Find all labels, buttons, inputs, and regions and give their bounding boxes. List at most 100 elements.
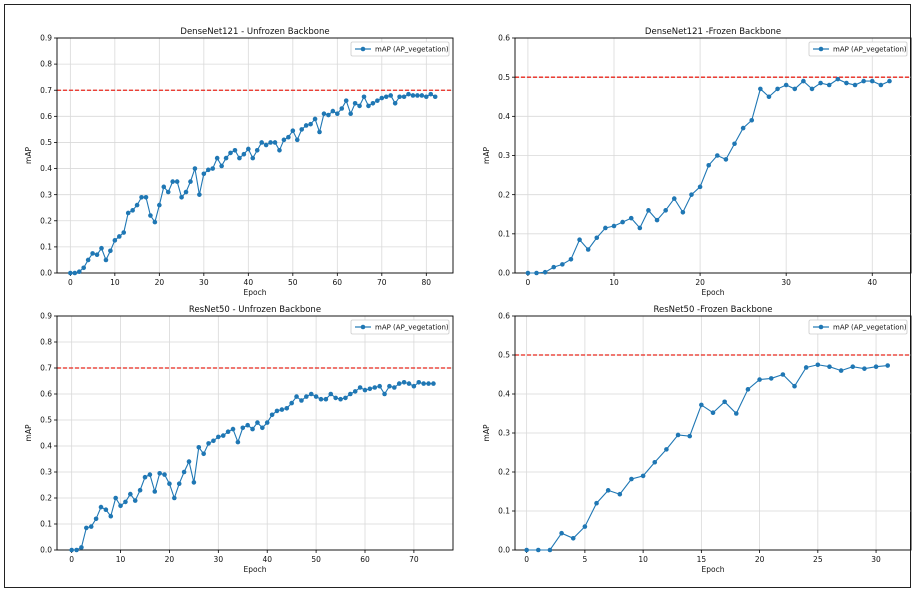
data-point [308, 391, 314, 397]
data-point [220, 433, 226, 438]
y-tick-label: 0.6 [40, 112, 52, 121]
data-point [321, 111, 327, 117]
data-point [289, 400, 294, 406]
data-point [397, 94, 402, 100]
data-point [74, 547, 79, 553]
data-point [862, 366, 867, 371]
x-tick-label: 40 [867, 278, 877, 287]
data-point [850, 364, 856, 370]
data-point [379, 95, 385, 101]
data-point [125, 210, 131, 216]
chart-figure: 0 10 20 30 40 50 60 70 800.00.10.20.30.40.50.60.… [24, 27, 912, 574]
y-axis-label: mAP [482, 147, 491, 164]
data-point [123, 499, 128, 505]
data-point [279, 407, 285, 412]
y-tick-label: 0.2 [40, 494, 52, 503]
x-tick-label: 30 [199, 278, 209, 287]
data-point [524, 547, 529, 553]
data-point [715, 153, 720, 158]
data-point [174, 179, 180, 184]
data-point [844, 80, 849, 86]
data-point [551, 264, 557, 270]
data-point [179, 194, 184, 200]
data-point [197, 192, 202, 197]
series-line [70, 93, 436, 274]
data-point [388, 93, 394, 98]
data-point [201, 171, 207, 177]
data-point [706, 162, 711, 168]
data-point [560, 262, 565, 267]
y-tick-label: 0.3 [498, 429, 510, 438]
data-point [603, 225, 608, 231]
data-point [401, 94, 407, 100]
data-point [680, 209, 686, 215]
data-point [328, 391, 334, 397]
y-tick-label: 0.5 [40, 138, 52, 147]
data-point [392, 385, 397, 390]
data-point [272, 140, 278, 145]
data-point [620, 219, 625, 225]
y-axis-label: mAP [482, 424, 491, 441]
y-tick-label: 0.4 [498, 112, 510, 121]
data-point [611, 223, 617, 229]
data-point [294, 394, 299, 399]
data-point [352, 100, 358, 106]
data-point [426, 381, 431, 386]
data-point [284, 406, 290, 411]
data-point [161, 184, 167, 190]
data-point [547, 547, 553, 553]
data-point [69, 547, 74, 553]
data-point [749, 117, 755, 123]
chart-title: DenseNet121 - Unfrozen Backbone [180, 27, 329, 37]
data-point [103, 257, 109, 263]
data-point [689, 192, 694, 197]
x-axis-label: Epoch [244, 565, 267, 574]
data-point [165, 189, 171, 195]
data-point [303, 123, 309, 128]
data-point [116, 234, 122, 239]
data-point [112, 238, 118, 243]
data-point [361, 94, 367, 100]
x-tick-label: 20 [155, 278, 165, 287]
data-point [79, 545, 84, 550]
y-tick-label: 0.6 [40, 390, 52, 399]
x-tick-label: 30 [214, 555, 224, 564]
y-axis-label: mAP [24, 147, 33, 164]
x-axis-label: Epoch [702, 288, 725, 297]
x-tick-label: 0 [526, 278, 531, 287]
data-point [343, 395, 348, 401]
x-tick-label: 80 [422, 278, 432, 287]
x-tick-label: 50 [288, 278, 298, 287]
y-tick-label: 0.2 [498, 190, 510, 199]
y-tick-label: 0.7 [40, 86, 52, 95]
data-point [118, 503, 123, 509]
data-point [852, 82, 858, 88]
data-point [861, 78, 866, 84]
data-point [181, 469, 187, 475]
data-point [81, 265, 86, 271]
data-point [525, 270, 531, 276]
data-point [103, 507, 109, 512]
data-point [392, 100, 398, 106]
x-tick-label: 20 [755, 555, 765, 564]
data-point [277, 147, 282, 153]
x-tick-label: 10 [638, 555, 648, 564]
y-tick-label: 0.1 [40, 520, 52, 529]
x-tick-label: 50 [311, 555, 321, 564]
data-point [640, 473, 646, 479]
data-point [792, 86, 798, 92]
data-point [377, 383, 382, 389]
data-point [162, 472, 167, 477]
figure-frame: 0 10 20 30 40 50 60 70 80 0.0 0.1 0.2 0.3 0.4 0.5 0.6 0.… [4, 4, 912, 588]
legend-box [808, 319, 908, 335]
data-point [94, 252, 100, 258]
data-point [766, 94, 772, 100]
data-point [172, 495, 177, 501]
legend-marker [818, 46, 824, 52]
y-tick-label: 0.5 [40, 416, 52, 425]
y-tick-label: 0.5 [498, 73, 510, 82]
data-point [370, 100, 376, 106]
data-point [299, 398, 304, 403]
data-point [410, 93, 416, 98]
data-point [260, 425, 265, 431]
